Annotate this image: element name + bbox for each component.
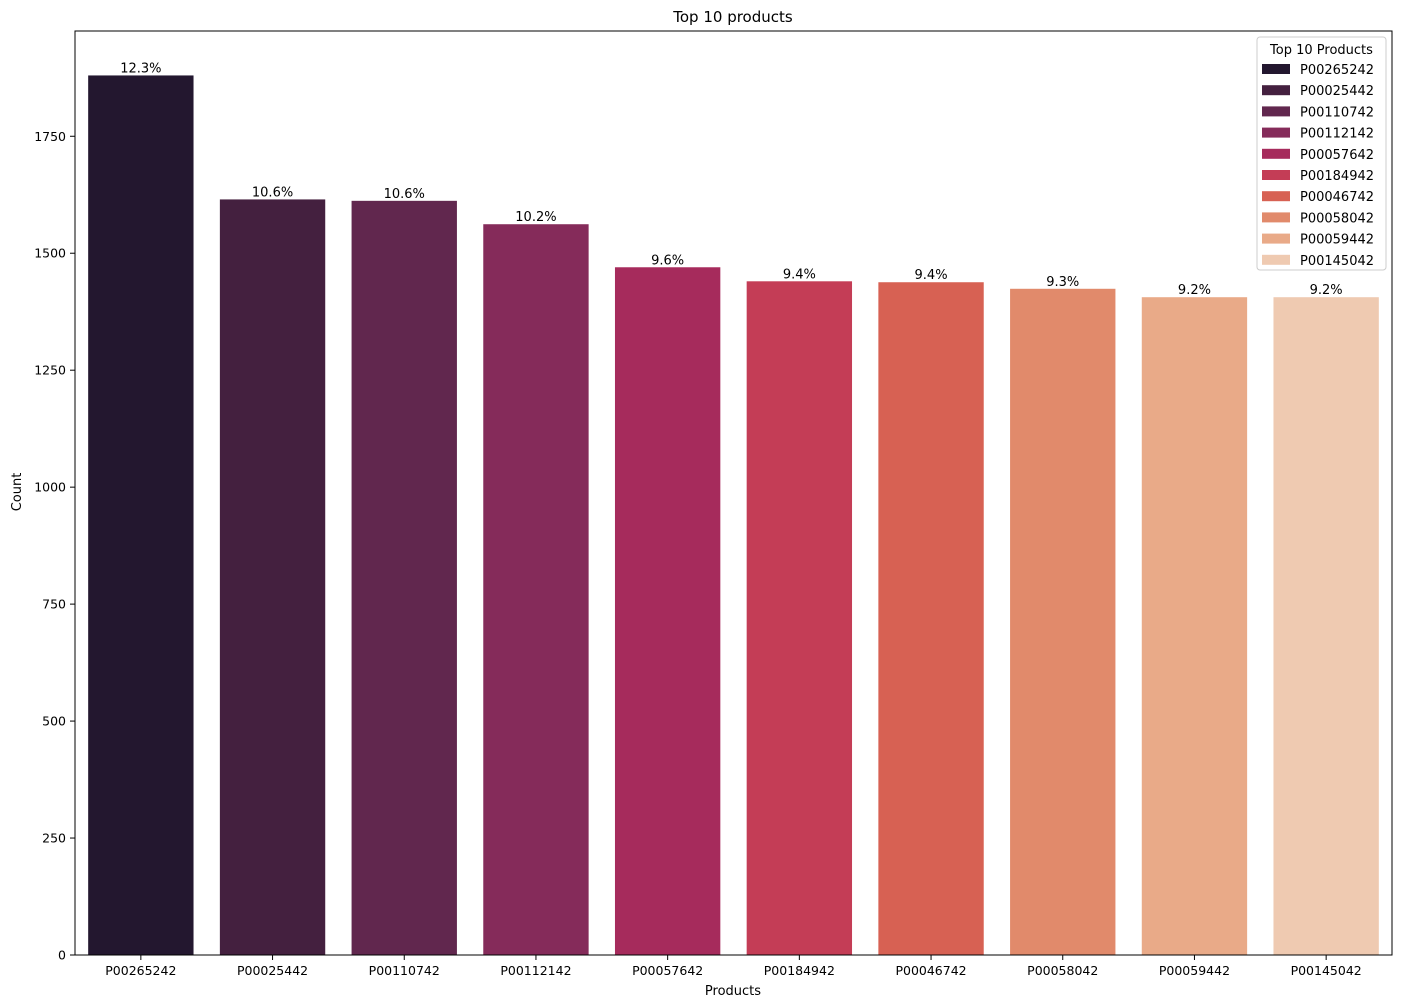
- bar-P00110742: [351, 200, 457, 955]
- legend: Top 10 Products P00265242 P00025442 P001107…: [1256, 36, 1387, 271]
- legend-swatch: [1262, 170, 1290, 180]
- legend-swatch: [1262, 233, 1290, 244]
- x-tick-label: P00057642: [632, 963, 703, 978]
- bar-P00112142: [483, 224, 589, 956]
- legend-box: [1256, 36, 1387, 271]
- legend-entry-label: P00046742: [1300, 190, 1374, 205]
- plot-area: 12.3% P00265242 10.6% P00025442 10.6% P001107…: [34, 30, 1393, 978]
- legend-entry-label: P00057642: [1300, 148, 1374, 163]
- bar-value-label: 9.6%: [651, 253, 684, 268]
- y-tick-label: 0: [58, 948, 66, 963]
- legend-swatch: [1262, 254, 1290, 265]
- x-tick-label: P00025442: [237, 963, 308, 978]
- y-axis-title: Count: [10, 473, 25, 512]
- bar-value-label: 10.6%: [384, 187, 425, 202]
- legend-swatch: [1262, 127, 1290, 138]
- bar-value-label: 9.4%: [783, 267, 816, 282]
- legend-entry-label: P00110742: [1300, 105, 1374, 120]
- legend-swatch: [1262, 148, 1290, 159]
- x-tick-label: P00265242: [105, 963, 176, 978]
- x-tick-label: P00059442: [1159, 963, 1230, 978]
- bar-P00046742: [878, 282, 984, 955]
- bar-value-label: 9.2%: [1310, 283, 1343, 298]
- chart-title: Top 10 products: [672, 8, 793, 26]
- y-tick-label: 750: [42, 597, 66, 612]
- x-tick-label: P00112142: [500, 963, 571, 978]
- bar-P00025442: [219, 199, 326, 956]
- bar-P00059442: [1141, 297, 1248, 955]
- bar-value-label: 10.6%: [252, 185, 293, 200]
- legend-title: Top 10 Products: [1269, 43, 1373, 58]
- legend-swatch: [1262, 191, 1290, 202]
- bar-value-label: 9.3%: [1046, 275, 1079, 290]
- bar-P00184942: [746, 281, 853, 956]
- legend-entry-label: P00145042: [1300, 254, 1374, 269]
- y-tick-label: 1250: [34, 363, 66, 378]
- x-tick-label: P00058042: [1027, 963, 1098, 978]
- x-tick-label: P00046742: [895, 963, 966, 978]
- bar-value-label: 9.2%: [1178, 283, 1211, 298]
- legend-swatch: [1262, 106, 1290, 117]
- y-tick-label: 1500: [34, 246, 66, 261]
- legend-entry-label: P00112142: [1300, 127, 1374, 142]
- y-tick-label: 1000: [34, 480, 66, 495]
- bar-value-label: 10.2%: [515, 210, 556, 225]
- legend-swatch: [1262, 64, 1290, 74]
- y-tick-label: 250: [42, 831, 66, 846]
- y-tick-label: 500: [42, 714, 66, 729]
- bar-P00145042: [1273, 297, 1379, 955]
- x-tick-label: P00110742: [369, 963, 440, 978]
- legend-entry-label: P00058042: [1300, 211, 1374, 226]
- bar-P00057642: [614, 267, 721, 955]
- x-tick-label: P00145042: [1291, 963, 1362, 978]
- legend-entry-label: P00025442: [1300, 84, 1374, 99]
- y-tick-label: 1750: [34, 129, 66, 144]
- bar-P00265242: [88, 75, 194, 956]
- legend-swatch: [1262, 212, 1290, 223]
- legend-entry-label: P00184942: [1300, 169, 1374, 184]
- bar-value-label: 9.4%: [915, 268, 948, 283]
- legend-entry-label: P00265242: [1300, 63, 1374, 78]
- bar-P00058042: [1010, 288, 1116, 955]
- x-tick-label: P00184942: [764, 963, 835, 978]
- x-axis-title: Products: [705, 984, 761, 999]
- legend-entry-label: P00059442: [1300, 233, 1374, 248]
- legend-swatch: [1262, 85, 1290, 96]
- bar-value-label: 12.3%: [120, 61, 161, 76]
- plot-frame: [74, 30, 1393, 956]
